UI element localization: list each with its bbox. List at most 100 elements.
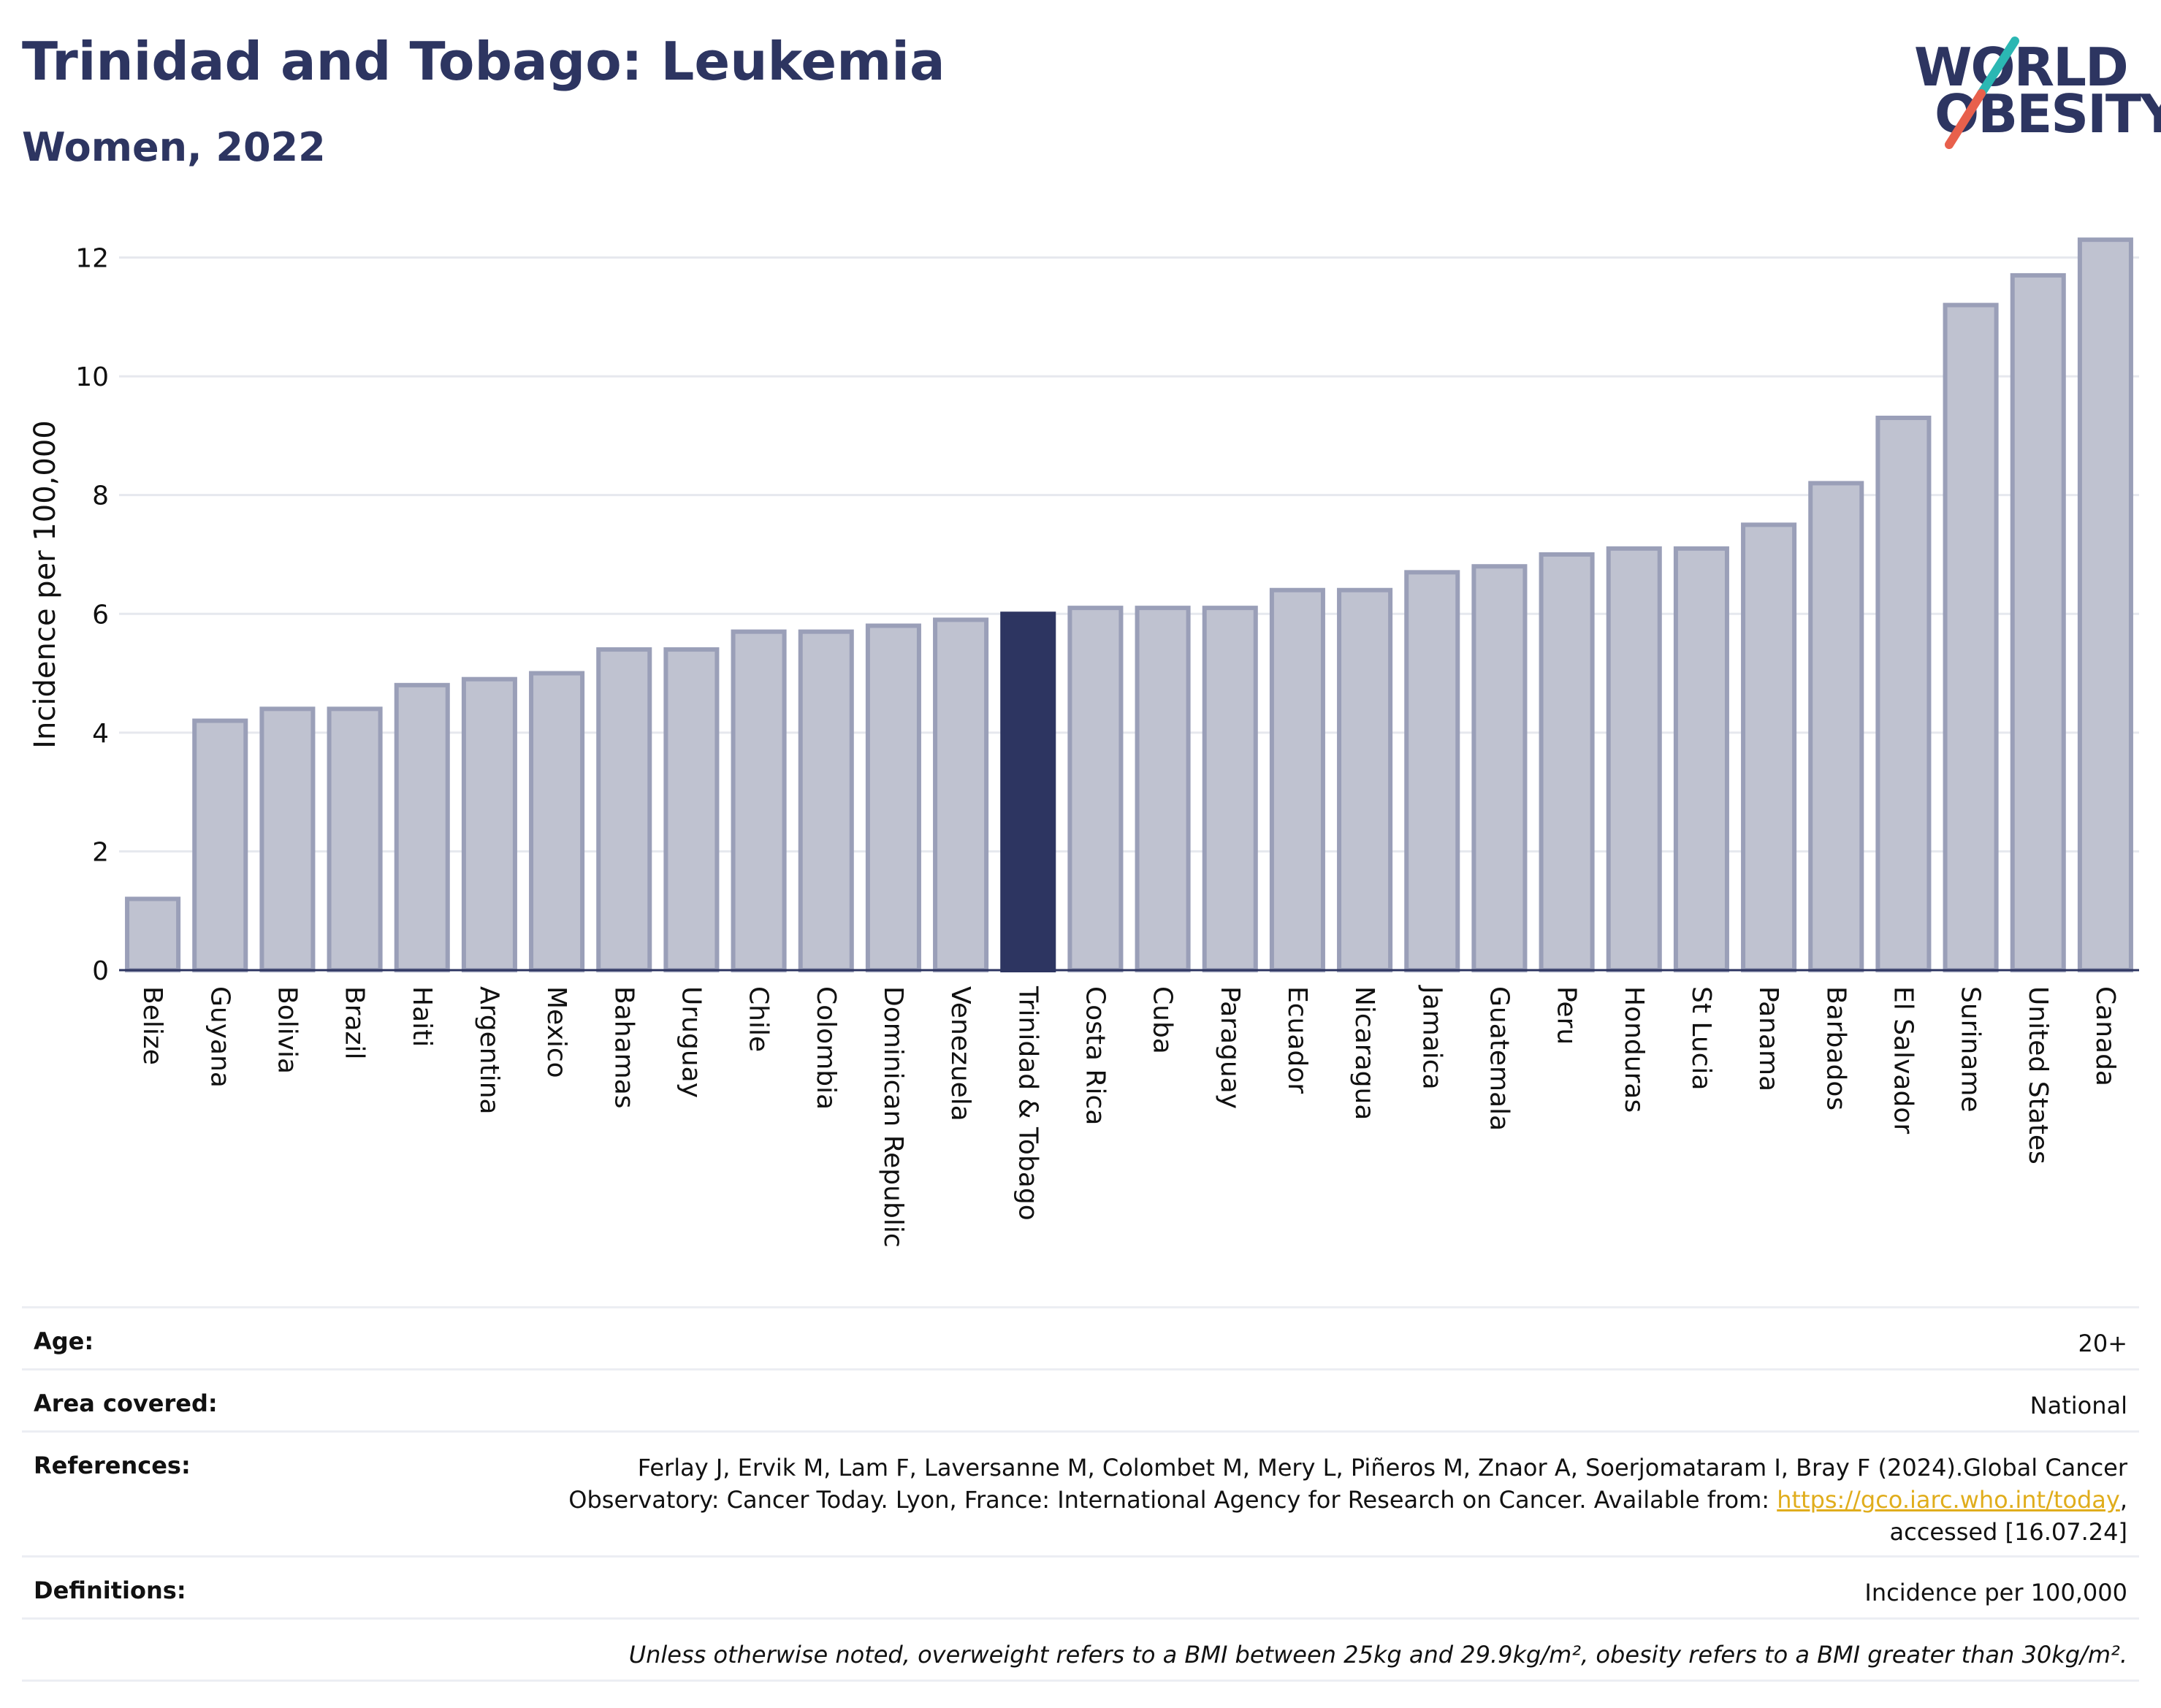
bar [1202,606,1258,972]
age-label: Age: [34,1327,94,1355]
info-row-references: References: Ferlay J, Ervik M, Lam F, La… [22,1430,2139,1555]
y-tick-label: 4 [92,719,109,749]
bar [461,676,517,972]
x-tick-label: El Salvador [1888,986,1918,1134]
info-row-age: Age: 20+ [22,1306,2139,1368]
x-tick-label: Belize [137,986,167,1065]
references-line-2-text: Observatory: Cancer Today. Lyon, France:… [568,1486,1777,1514]
bar [1875,416,1932,972]
page-title: Trinidad and Tobago: Leukemia [22,31,945,92]
bar [933,617,989,972]
x-tick-label: Haiti [407,986,437,1047]
references-label: References: [34,1452,191,1479]
bar [663,647,720,973]
x-tick-label: Argentina [474,986,504,1115]
x-tick-label: Cuba [1148,986,1178,1054]
info-bottom-rule [22,1680,2139,1682]
x-tick-label: Costa Rica [1080,986,1110,1125]
definitions-label: Definitions: [34,1577,186,1604]
world-obesity-logo: WORLD OBESITY [1907,35,2161,152]
bar [1067,606,1124,972]
x-tick-label: Bahamas [609,986,639,1109]
references-link[interactable]: https://gco.iarc.who.int/today [1777,1486,2120,1514]
bar-chart: 0 2 4 6 8 10 12 Belize Guyana Bolivia Brazil Haiti… [28,237,2139,1248]
bar [1808,481,1864,972]
info-row-definitions: Definitions: Incidence per 100,000 [22,1555,2139,1617]
bar [1404,570,1460,972]
x-tick-label: Colombia [811,986,841,1110]
bmi-note: Unless otherwise noted, overweight refer… [628,1641,2127,1669]
y-tick-label: 6 [92,600,109,630]
bar [798,629,854,972]
x-tick-label: Suriname [1956,986,1986,1113]
x-tick-label: Mexico [541,986,571,1078]
info-row-note: Unless otherwise noted, overweight refer… [22,1617,2139,1680]
bar [327,706,383,972]
bar [192,718,248,972]
bar [1539,552,1595,972]
y-tick-label: 8 [92,481,109,511]
info-row-area: Area covered: National [22,1368,2139,1430]
x-tick-label: Nicaragua [1349,986,1379,1120]
bar [1741,522,1797,972]
bar [865,623,921,972]
x-tick-label: Venezuela [945,986,975,1121]
bar [2077,237,2133,972]
x-tick-label: Dominican Republic [878,986,908,1248]
x-tick-label: Panama [1753,986,1783,1091]
area-value: National [2029,1392,2127,1419]
bar [1606,546,1662,972]
x-tick-label: Guatemala [1484,986,1514,1131]
x-tick-label: Barbados [1821,986,1851,1110]
age-value: 20+ [2078,1330,2127,1357]
references-value: Ferlay J, Ervik M, Lam F, Laversanne M, … [568,1452,2127,1548]
bar [125,896,181,973]
info-table: Age: 20+ Area covered: National Referenc… [22,1306,2139,1682]
bar [1269,587,1325,972]
y-tick-label: 2 [92,837,109,867]
bar [394,682,450,972]
x-tick-label: Trinidad & Tobago [1013,985,1043,1221]
x-tick-label: Peru [1552,986,1582,1045]
bar [2010,272,2066,973]
bar [1471,564,1528,972]
bar [1673,546,1729,972]
bar [1000,611,1056,972]
x-tick-label: St Lucia [1686,986,1716,1091]
references-line-2-end: , [2119,1486,2127,1514]
x-tick-label: United States [2023,986,2053,1164]
x-tick-label: Bolivia [272,986,302,1074]
grid-lines [119,256,2139,853]
bar [259,706,316,972]
bar [1943,302,1999,972]
references-line-3: accessed [16.07.24] [1889,1518,2127,1546]
bar [1135,606,1191,972]
x-tick-label: Chile [744,986,774,1052]
logo-slash-icon [1945,37,2019,149]
definitions-value: Incidence per 100,000 [1864,1579,2127,1606]
logo-line-1: WORLD [1914,37,2129,98]
y-tick-label: 0 [92,956,109,986]
area-label: Area covered: [34,1389,218,1417]
y-tick-label: 10 [75,362,109,392]
references-line-2: Observatory: Cancer Today. Lyon, France:… [568,1484,2127,1516]
bar [731,629,787,972]
references-line-1: Ferlay J, Ervik M, Lam F, Laversanne M, … [637,1454,2127,1482]
bars [125,237,2133,973]
x-tick-label: Honduras [1619,986,1649,1113]
y-axis-label: Incidence per 100,000 [28,420,62,749]
x-tick-label: Guyana [205,986,235,1088]
y-tick-label: 12 [75,244,109,274]
x-tick-label: Jamaica [1417,985,1447,1090]
x-tick-label: Canada [2090,986,2120,1086]
y-tick-labels: 0 2 4 6 8 10 12 [75,244,109,986]
bar [596,647,652,973]
page-subtitle: Women, 2022 [22,124,326,170]
x-tick-label: Ecuador [1282,986,1312,1094]
x-tick-label: Brazil [340,986,370,1059]
x-tick-label: Paraguay [1215,986,1245,1109]
x-tick-label: Uruguay [676,986,706,1098]
x-tick-labels: Belize Guyana Bolivia Brazil Haiti Argentina M… [137,985,2120,1248]
bar [1337,587,1393,972]
bar [529,671,585,972]
